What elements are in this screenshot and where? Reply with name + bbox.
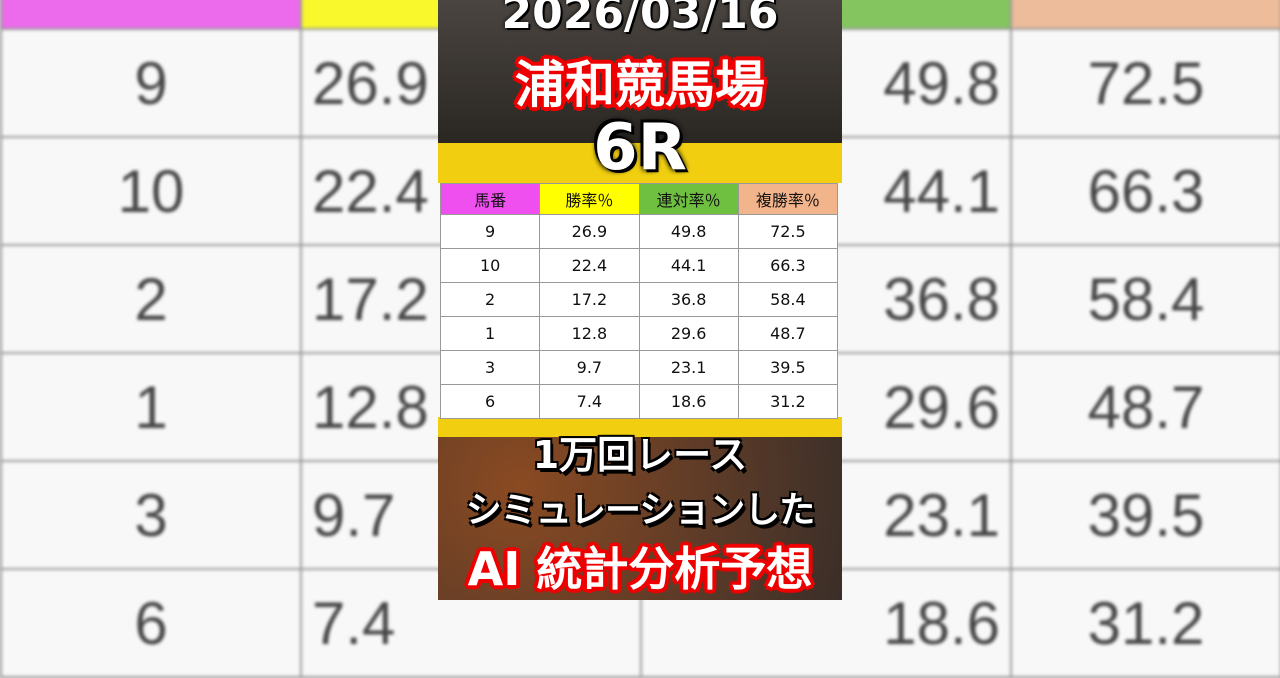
race-number: 6R (593, 111, 687, 185)
table-cell: 58.4 (737, 282, 839, 317)
table-row: 2 17.2 36.8 58.4 (439, 282, 839, 317)
prediction-table: 馬番 勝率％ 連対率％ 複勝率％ 9 26.9 49.8 72.5 10 22.4 44.1 66.3… (439, 183, 839, 419)
table-cell: 22.4 (539, 248, 640, 283)
bg-table-cell: 1 (0, 352, 302, 462)
bg-header-cell: 複勝率％ (1010, 0, 1280, 30)
table-cell: 1 (439, 316, 541, 351)
header-cell: 連対率％ (638, 183, 739, 215)
bg-header-cell: 馬番 (0, 0, 302, 30)
footer-background (438, 437, 842, 600)
table-cell: 7.4 (539, 384, 640, 419)
table-cell: 10 (439, 248, 541, 283)
bg-table-cell: 9 (0, 28, 302, 138)
header-row: 馬番 勝率％ 連対率％ 複勝率％ (439, 183, 839, 215)
header-cell: 勝率％ (539, 183, 640, 215)
bg-table-cell: 10 (0, 136, 302, 246)
table-cell: 39.5 (737, 350, 839, 385)
table-cell: 12.8 (539, 316, 640, 351)
bg-table-cell: 2 (0, 244, 302, 354)
bg-table-cell: 3 (0, 460, 302, 570)
table-cell: 49.8 (638, 214, 739, 249)
table-row: 6 7.4 18.6 31.2 (439, 384, 839, 419)
bg-table-cell: 39.5 (1010, 460, 1280, 570)
table-row: 9 26.9 49.8 72.5 (439, 214, 839, 249)
table-cell: 18.6 (638, 384, 739, 419)
table-cell: 36.8 (638, 282, 739, 317)
caption-line-1: 1万回レース (532, 433, 748, 477)
table-cell: 29.6 (638, 316, 739, 351)
header-cell: 複勝率％ (737, 183, 839, 215)
table-cell: 23.1 (638, 350, 739, 385)
table-cell: 17.2 (539, 282, 640, 317)
table-cell: 2 (439, 282, 541, 317)
thumbnail-panel: 2026/03/16 浦和競馬場 6R 馬番 勝率％ 連対率％ 複勝率％ 9 26.9 49… (438, 0, 842, 600)
race-date: 2026/03/16 (501, 0, 779, 39)
table-cell: 6 (439, 384, 541, 419)
bg-table-cell: 31.2 (1010, 568, 1280, 678)
bg-table-cell: 48.7 (1010, 352, 1280, 462)
table-cell: 9.7 (539, 350, 640, 385)
bg-table-cell: 6 (0, 568, 302, 678)
yellow-band-bottom (438, 417, 842, 437)
table-cell: 26.9 (539, 214, 640, 249)
caption-line-2: シミュレーションした (465, 490, 816, 531)
table-cell: 3 (439, 350, 541, 385)
bg-table-cell: 58.4 (1010, 244, 1280, 354)
header-cell: 馬番 (439, 183, 541, 215)
bg-table-cell: 66.3 (1010, 136, 1280, 246)
table-row: 10 22.4 44.1 66.3 (439, 248, 839, 283)
table-row: 1 12.8 29.6 48.7 (439, 316, 839, 351)
table-cell: 44.1 (638, 248, 739, 283)
yellow-band-top (438, 143, 842, 183)
header-background (438, 0, 842, 143)
table-cell: 31.2 (737, 384, 839, 419)
table-cell: 48.7 (737, 316, 839, 351)
table-row: 3 9.7 23.1 39.5 (439, 350, 839, 385)
table-cell: 9 (439, 214, 541, 249)
bg-table-cell: 72.5 (1010, 28, 1280, 138)
caption-line-3: AI 統計分析予想 (467, 542, 813, 596)
venue-title: 浦和競馬場 (515, 56, 765, 114)
table-cell: 72.5 (737, 214, 839, 249)
table-cell: 66.3 (737, 248, 839, 283)
